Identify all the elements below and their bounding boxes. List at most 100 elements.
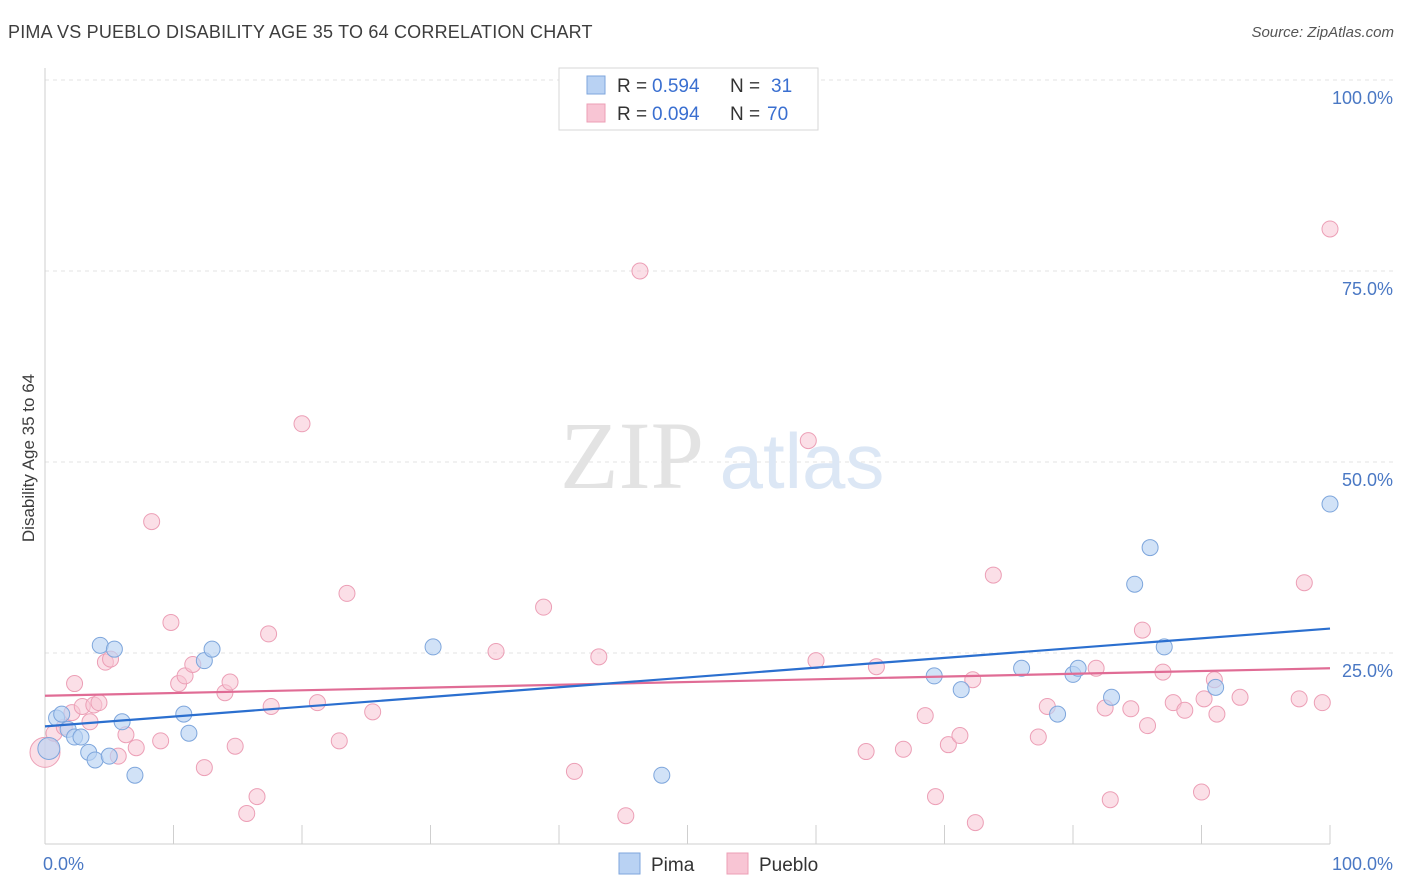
legend-pueblo-n-label: N = — [730, 104, 760, 125]
pima-point — [37, 737, 61, 760]
pueblo-point — [1122, 700, 1140, 718]
legend-pima-r-value: 0.594 — [652, 76, 700, 97]
pueblo-point — [951, 727, 969, 745]
pima-point — [424, 638, 442, 656]
legend-pueblo-n-value: 70 — [767, 104, 788, 125]
pueblo-point — [152, 732, 170, 750]
legend-pima-r-label: R = — [617, 76, 647, 97]
pueblo-point — [487, 642, 505, 660]
bottom-legend-pima-label: Pima — [651, 855, 695, 876]
pueblo-point — [162, 613, 180, 631]
x-tick-label-0: 0.0% — [43, 854, 84, 874]
pima-point — [1155, 638, 1173, 656]
bottom-legend-pueblo-swatch — [726, 852, 749, 875]
grid-layer — [45, 79, 1393, 654]
pueblo-trend-line — [44, 667, 1331, 697]
y-tick-label-75: 75.0% — [1342, 279, 1393, 299]
pueblo-point — [1295, 574, 1313, 592]
pima-point — [1103, 688, 1121, 706]
pueblo-point — [238, 804, 256, 822]
chart-source: Source: ZipAtlas.com — [1251, 24, 1394, 41]
trend-lines — [44, 627, 1331, 728]
pueblo-points — [29, 220, 1339, 832]
pueblo-point — [617, 807, 635, 825]
pima-point — [952, 681, 970, 699]
top-legend: R = 0.594 N = 31 R = 0.094 N = 70 — [558, 67, 819, 131]
pueblo-point — [248, 788, 266, 806]
pima-point — [1207, 678, 1225, 696]
pueblo-point — [221, 673, 239, 691]
pima-point — [100, 747, 118, 765]
y-axis-label: Disability Age 35 to 64 — [19, 374, 38, 542]
pueblo-point — [364, 703, 382, 721]
legend-pueblo-r-value: 0.094 — [652, 104, 700, 125]
pueblo-point — [293, 415, 311, 433]
pueblo-point — [90, 694, 108, 712]
pueblo-point — [1139, 717, 1157, 735]
pueblo-point — [127, 739, 145, 757]
pueblo-point — [1290, 690, 1308, 708]
pueblo-point — [927, 788, 945, 806]
bottom-legend-pima-swatch — [618, 852, 641, 875]
pima-point — [1013, 659, 1031, 677]
x-tick-marks — [44, 825, 1331, 844]
pueblo-point — [1176, 701, 1194, 719]
watermark-zip: ZIP — [560, 402, 704, 509]
pueblo-point — [143, 513, 161, 531]
pima-point — [91, 636, 109, 654]
pima-trend-line — [44, 627, 1331, 728]
pima-point — [105, 640, 123, 658]
pima-point — [203, 640, 221, 658]
y-tick-label-25: 25.0% — [1342, 661, 1393, 681]
pima-point — [180, 724, 198, 742]
y-tick-label-50: 50.0% — [1342, 470, 1393, 490]
pueblo-point — [966, 814, 984, 832]
pueblo-point — [894, 740, 912, 758]
pueblo-point — [66, 675, 84, 693]
legend-pima-n-label: N = — [730, 76, 760, 97]
pueblo-point — [1313, 694, 1331, 712]
pueblo-point — [1029, 728, 1047, 746]
pueblo-point — [939, 736, 957, 754]
legend-pueblo-r-label: R = — [617, 104, 647, 125]
pima-point — [653, 766, 671, 784]
pueblo-point — [857, 743, 875, 761]
pueblo-point — [260, 625, 278, 643]
pueblo-point — [984, 566, 1002, 584]
pueblo-point — [867, 658, 885, 676]
pueblo-point — [262, 697, 280, 715]
pueblo-point — [195, 759, 213, 777]
pueblo-point — [308, 694, 326, 712]
legend-pima-n-value: 31 — [771, 76, 792, 97]
pueblo-point — [1208, 705, 1226, 723]
pueblo-point — [1101, 791, 1119, 809]
pima-point — [1141, 539, 1159, 557]
pueblo-point — [226, 737, 244, 755]
y-tick-label-100: 100.0% — [1332, 88, 1393, 108]
pima-point — [1049, 705, 1067, 723]
watermark-atlas: atlas — [720, 417, 885, 505]
pima-point — [86, 751, 104, 769]
pima-point — [1126, 575, 1144, 593]
bottom-legend: Pima Pueblo — [618, 852, 818, 876]
pima-point — [1321, 495, 1339, 513]
pueblo-point — [1321, 220, 1339, 238]
pima-point — [72, 728, 90, 746]
pueblo-point — [916, 707, 934, 725]
pima-point — [53, 705, 71, 723]
pima-point — [126, 766, 144, 784]
pueblo-point — [535, 598, 553, 616]
pueblo-point — [631, 262, 649, 280]
bottom-legend-pueblo-label: Pueblo — [759, 855, 818, 876]
pueblo-point — [338, 584, 356, 602]
pueblo-point — [1195, 690, 1213, 708]
pueblo-point — [1193, 783, 1210, 801]
pueblo-point — [1133, 621, 1151, 639]
pueblo-point — [590, 648, 608, 666]
legend-pima-swatch — [586, 75, 606, 95]
pima-point — [1069, 659, 1087, 677]
pueblo-point — [565, 762, 583, 780]
chart-title: PIMA VS PUEBLO DISABILITY AGE 35 TO 64 C… — [8, 22, 593, 42]
pima-point — [175, 705, 193, 723]
